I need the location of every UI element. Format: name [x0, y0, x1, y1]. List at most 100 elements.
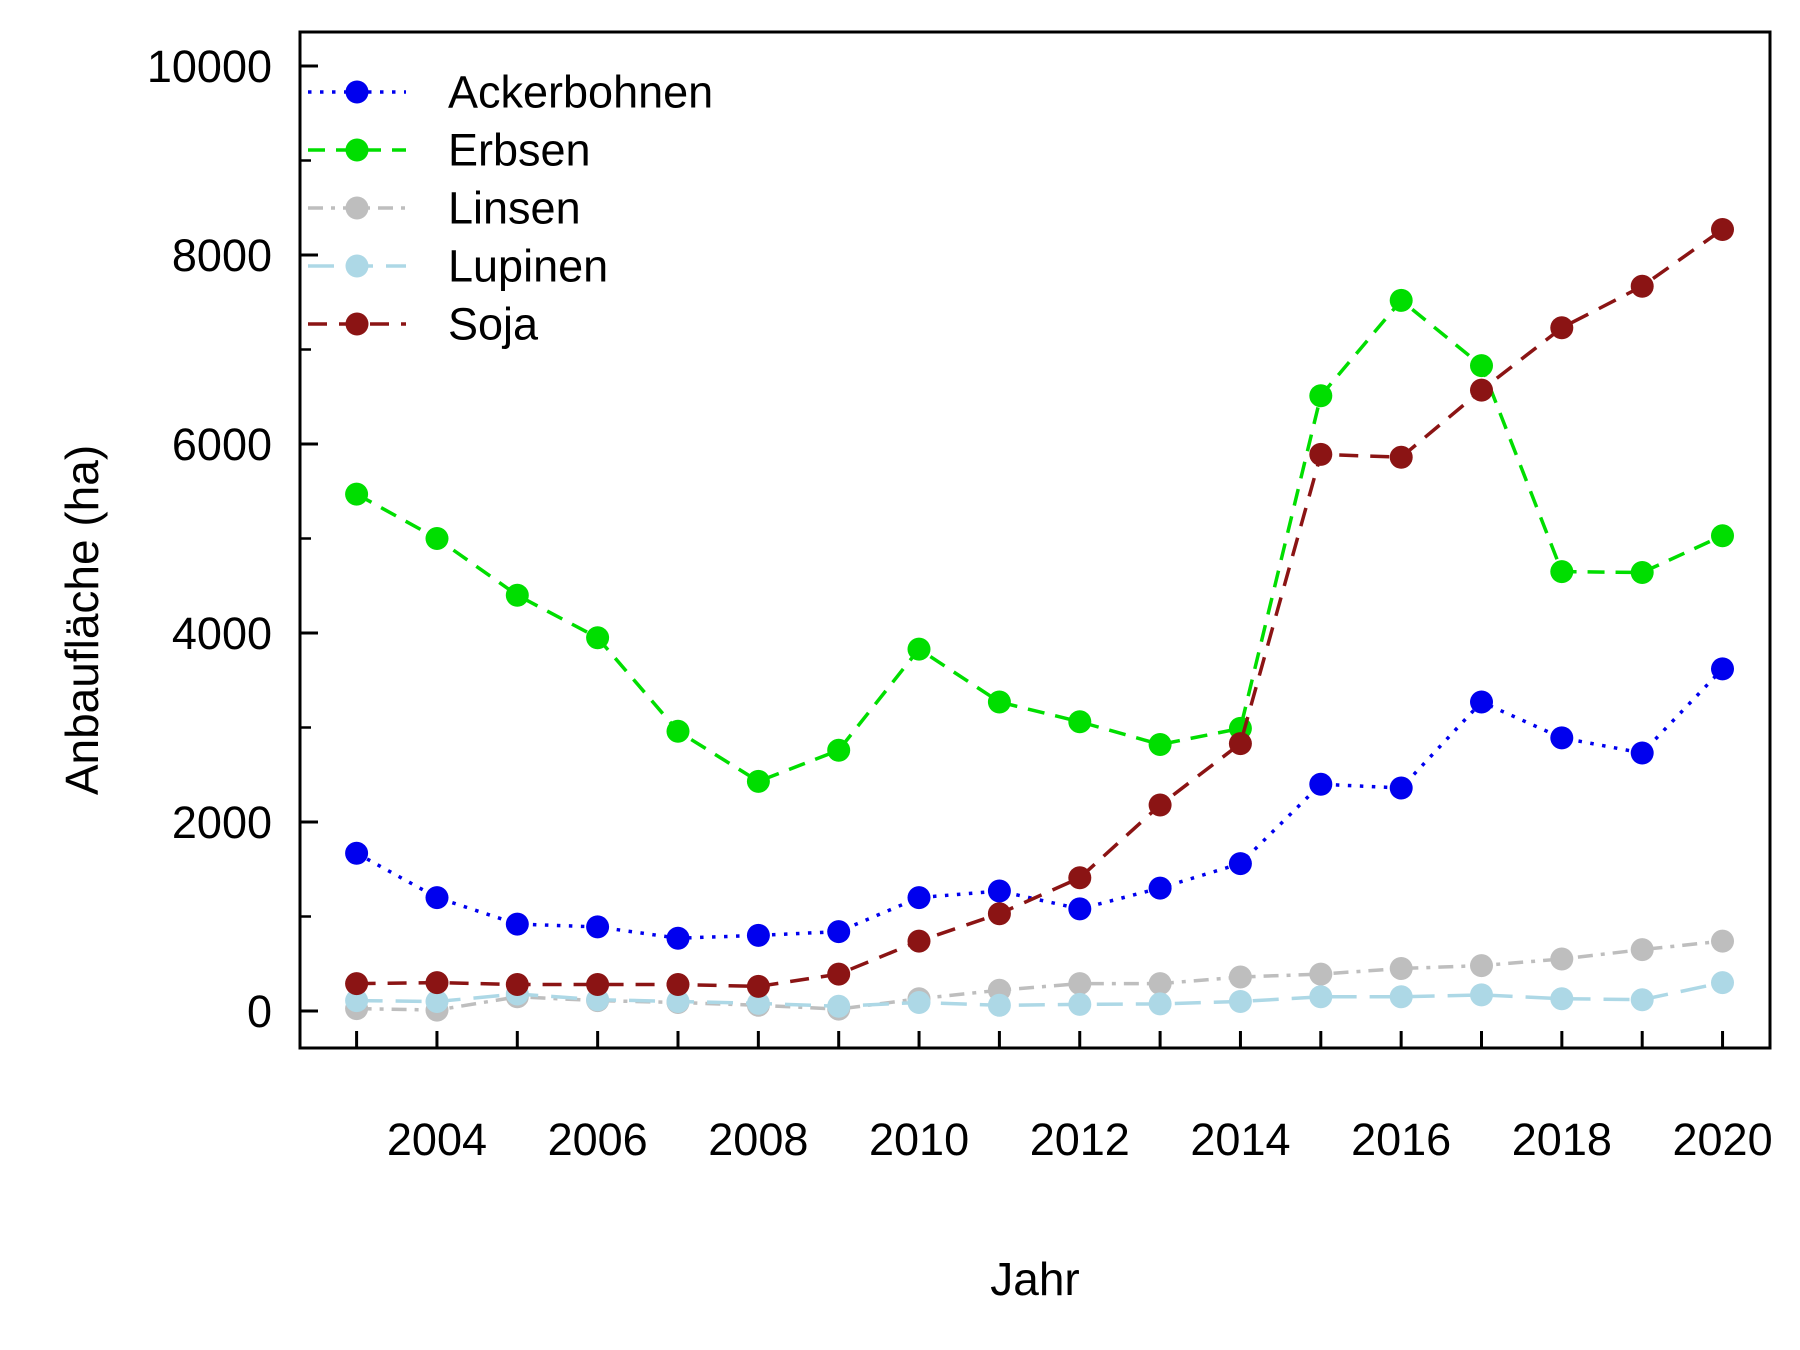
legend-label-lupinen: Lupinen — [448, 241, 608, 292]
data-point-linsen-2018 — [1550, 947, 1574, 971]
x-tick-label: 2004 — [387, 1114, 487, 1165]
data-point-linsen-2017 — [1470, 954, 1493, 978]
legend-label-erbsen: Erbsen — [448, 125, 591, 176]
data-point-ackerbohnen-2006 — [586, 915, 610, 939]
legend-marker-lupinen — [345, 254, 369, 278]
data-point-soja-2011 — [987, 902, 1011, 926]
data-point-soja-2020 — [1711, 218, 1734, 241]
data-point-soja-2003 — [345, 972, 369, 996]
data-point-lupinen-2020 — [1711, 971, 1734, 995]
legend-marker-erbsen — [345, 138, 369, 162]
data-point-erbsen-2006 — [586, 626, 610, 650]
data-point-lupinen-2015 — [1309, 985, 1333, 1009]
x-tick-label: 2010 — [869, 1114, 969, 1165]
data-point-ackerbohnen-2009 — [827, 920, 851, 944]
data-point-soja-2014 — [1228, 732, 1252, 756]
data-point-ackerbohnen-2008 — [746, 923, 770, 947]
data-point-lupinen-2014 — [1228, 990, 1252, 1013]
data-point-ackerbohnen-2004 — [425, 886, 449, 910]
data-point-ackerbohnen-2007 — [666, 926, 690, 950]
data-point-erbsen-2019 — [1630, 561, 1654, 584]
y-tick-label: 0 — [247, 986, 272, 1037]
data-point-lupinen-2008 — [746, 991, 770, 1015]
x-tick-label: 2016 — [1351, 1114, 1451, 1165]
data-point-ackerbohnen-2014 — [1228, 852, 1252, 876]
series-line-soja — [356, 228, 1724, 989]
x-tick-label: 2014 — [1190, 1114, 1290, 1165]
y-tick-label: 6000 — [172, 419, 272, 470]
x-tick-label: 2012 — [1030, 1114, 1130, 1165]
data-point-lupinen-2016 — [1389, 985, 1413, 1009]
data-point-lupinen-2013 — [1148, 992, 1172, 1016]
data-point-erbsen-2018 — [1550, 560, 1574, 584]
series-line-lupinen — [356, 980, 1723, 1009]
data-point-erbsen-2004 — [425, 527, 449, 550]
plot-border — [298, 30, 1772, 1050]
data-point-ackerbohnen-2005 — [505, 912, 529, 936]
y-tick-label: 2000 — [172, 797, 272, 848]
data-point-ackerbohnen-2012 — [1068, 897, 1092, 921]
data-point-erbsen-2005 — [505, 583, 529, 607]
data-point-ackerbohnen-2003 — [345, 841, 369, 865]
data-point-soja-2006 — [586, 973, 610, 996]
data-point-soja-2007 — [666, 973, 690, 996]
data-point-lupinen-2012 — [1068, 992, 1092, 1016]
data-point-ackerbohnen-2017 — [1470, 690, 1493, 714]
series-line-linsen — [356, 939, 1723, 1012]
data-point-ackerbohnen-2010 — [907, 886, 931, 910]
data-point-soja-2019 — [1630, 274, 1654, 298]
data-point-lupinen-2007 — [666, 990, 690, 1013]
x-tick-label: 2008 — [708, 1114, 808, 1165]
data-point-ackerbohnen-2013 — [1148, 876, 1172, 900]
data-point-lupinen-2018 — [1550, 987, 1574, 1011]
data-point-erbsen-2012 — [1068, 710, 1092, 734]
data-point-erbsen-2009 — [827, 738, 851, 762]
legend-label-soja: Soja — [448, 299, 539, 350]
data-point-erbsen-2007 — [666, 719, 690, 743]
data-point-ackerbohnen-2011 — [987, 879, 1011, 903]
data-point-lupinen-2003 — [345, 989, 369, 1013]
legend-label-ackerbohnen: Ackerbohnen — [448, 67, 713, 118]
data-point-erbsen-2016 — [1389, 288, 1413, 312]
data-point-soja-2017 — [1470, 378, 1493, 402]
data-point-soja-2008 — [746, 974, 770, 998]
data-point-linsen-2013 — [1148, 972, 1172, 996]
data-point-ackerbohnen-2015 — [1309, 772, 1333, 796]
legend-marker-linsen — [345, 196, 369, 220]
data-point-erbsen-2008 — [746, 769, 770, 793]
data-point-erbsen-2010 — [907, 637, 931, 661]
data-point-soja-2015 — [1309, 442, 1333, 466]
x-axis-title: Jahr — [990, 1253, 1080, 1305]
data-point-erbsen-2015 — [1309, 384, 1333, 408]
legend-marker-ackerbohnen — [345, 80, 369, 104]
y-tick-label: 8000 — [172, 230, 272, 281]
y-axis-title: Anbaufläche (ha) — [56, 444, 108, 796]
data-point-ackerbohnen-2018 — [1550, 726, 1574, 750]
data-point-erbsen-2013 — [1148, 733, 1172, 756]
data-point-linsen-2019 — [1630, 938, 1654, 962]
legend-marker-soja — [345, 312, 369, 336]
data-point-soja-2009 — [827, 962, 851, 986]
data-point-lupinen-2010 — [907, 991, 931, 1014]
data-point-soja-2012 — [1068, 866, 1092, 890]
data-point-lupinen-2017 — [1470, 983, 1493, 1007]
data-point-linsen-2014 — [1228, 965, 1252, 989]
series-line-erbsen — [355, 297, 1724, 784]
data-point-soja-2010 — [907, 929, 931, 953]
data-point-linsen-2015 — [1309, 962, 1333, 986]
data-point-erbsen-2003 — [345, 482, 369, 506]
y-tick-label: 4000 — [172, 608, 272, 659]
data-point-soja-2018 — [1550, 316, 1574, 340]
data-point-erbsen-2017 — [1470, 354, 1493, 378]
data-point-ackerbohnen-2016 — [1389, 776, 1413, 800]
data-point-linsen-2020 — [1711, 929, 1734, 953]
data-point-lupinen-2009 — [827, 994, 851, 1018]
data-point-soja-2004 — [425, 971, 449, 995]
data-point-soja-2013 — [1148, 793, 1172, 817]
data-point-ackerbohnen-2020 — [1711, 657, 1734, 681]
x-tick-label: 2018 — [1512, 1114, 1612, 1165]
data-point-linsen-2012 — [1068, 972, 1092, 996]
x-tick-label: 2006 — [548, 1114, 648, 1165]
